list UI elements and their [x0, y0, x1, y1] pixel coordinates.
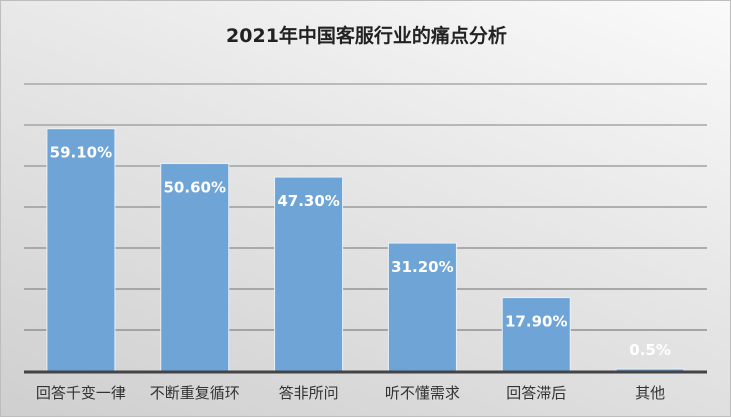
bar [46, 128, 116, 372]
x-tick-label: 其他 [635, 384, 665, 402]
bar [387, 242, 457, 372]
data-label: 50.60% [164, 179, 226, 197]
x-tick-label: 答非所问 [279, 384, 339, 402]
bar [160, 163, 230, 372]
data-label: 59.10% [50, 144, 112, 162]
data-label: 47.30% [277, 192, 339, 210]
data-label: 31.20% [391, 258, 453, 276]
chart-title: 2021年中国客服行业的痛点分析 [226, 25, 507, 47]
x-tick-label: 不断重复循环 [150, 384, 240, 402]
bar [274, 176, 344, 372]
data-label: 0.5% [629, 341, 671, 359]
data-label: 17.90% [505, 313, 567, 331]
bar [501, 297, 571, 372]
x-tick-label: 听不懂需求 [385, 384, 460, 402]
x-tick-label: 回答千变一律 [36, 384, 126, 402]
x-tick-label: 回答滞后 [506, 384, 566, 402]
